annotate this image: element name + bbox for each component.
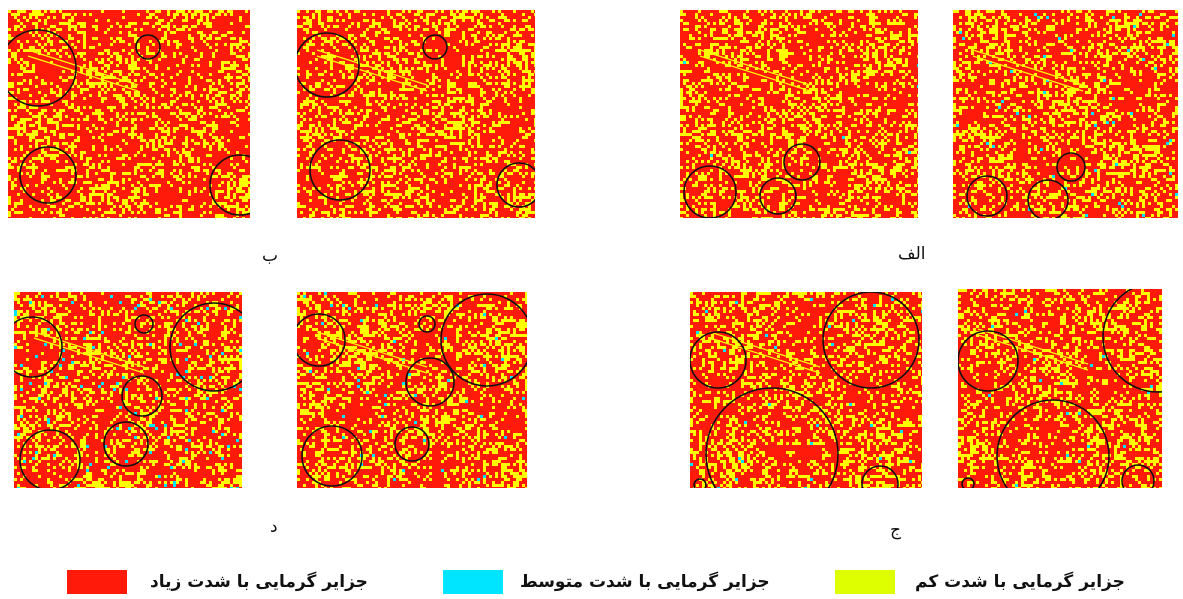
panel-label-jim: ج [890, 520, 901, 540]
heat-island-map-b-left [8, 10, 250, 218]
legend-label-low: جزایر گرمایی با شدت کم [915, 572, 1125, 592]
legend-label-medium: جزایر گرمایی با شدت متوسط [520, 572, 770, 592]
heat-island-map-jim-left [690, 292, 922, 488]
legend-label-high: جزایر گرمایی با شدت زیاد [150, 572, 368, 592]
heat-island-map-dal-left [14, 292, 242, 488]
panel-label-be: ب [262, 246, 279, 266]
legend-swatch-medium [443, 570, 503, 594]
legend-swatch-low [835, 570, 895, 594]
heat-island-map-alef-right [953, 10, 1178, 218]
heat-island-map-alef-left [680, 10, 918, 218]
heat-island-map-jim-right [958, 289, 1162, 488]
panel-label-alef: الف [898, 244, 926, 264]
heat-island-map-b-right [297, 10, 535, 218]
legend-swatch-high [67, 570, 127, 594]
heat-island-map-dal-right [297, 292, 527, 488]
panel-label-dal: د [270, 517, 278, 537]
